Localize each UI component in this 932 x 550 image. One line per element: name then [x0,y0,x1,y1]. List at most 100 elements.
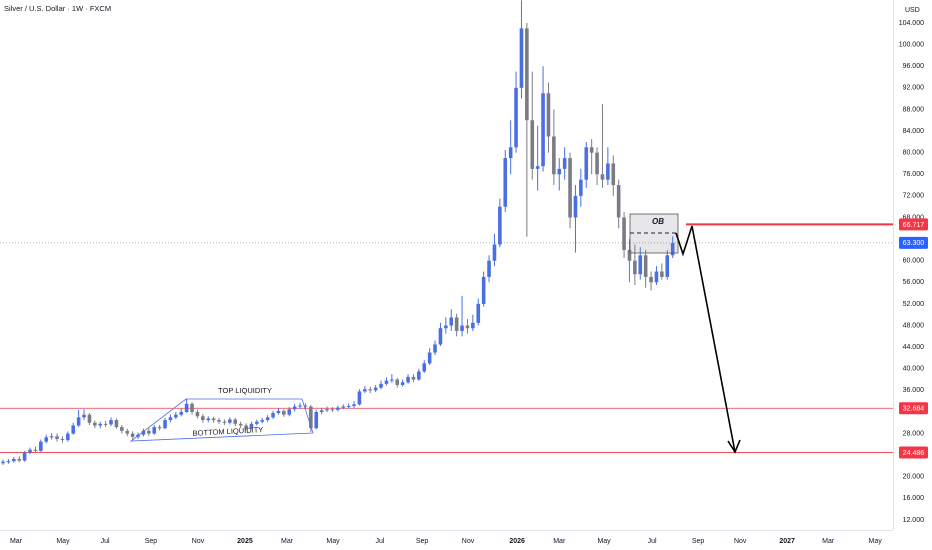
candle-body [336,407,340,410]
candle-body [174,414,178,418]
y-tick-label: 52.000 [903,301,925,308]
y-tick-label: 88.000 [903,106,925,113]
candle-body [228,419,232,423]
y-tick-label: 40.000 [903,366,925,373]
candle-body [411,376,416,380]
candle-body [395,379,400,385]
arrow-head [727,439,741,454]
price-label: 24.486 [903,450,925,457]
candle-body [546,93,551,137]
y-tick-label: 16.000 [903,495,925,502]
annotation: BOTTOM LIQUIDITY [192,425,263,438]
candle-body [39,441,43,451]
candle-body [476,303,481,323]
candle-body [22,452,27,461]
candle-body [449,317,454,326]
x-tick-label: Mar [553,538,566,545]
candle-body [249,423,254,429]
candle-body [319,410,324,412]
candle-body [616,185,621,218]
candle-body [627,249,632,261]
y-tick-label: 100.000 [899,41,924,48]
candle-body [406,376,410,383]
y-tick-label: 36.000 [903,387,925,394]
candle-body [670,242,675,256]
plot-area [0,0,893,465]
candle-body [595,152,599,175]
y-tick-label: 56.000 [903,279,925,286]
candle-body [460,325,464,331]
x-tick-label: May [869,538,883,545]
candle-body [201,416,205,421]
candle-body [535,166,540,169]
x-tick-label: May [326,538,340,545]
candle-body [120,427,124,431]
candle-body [12,458,16,462]
y-tick-label: 92.000 [903,85,925,92]
chart-title: Silver / U.S. Dollar · 1W · FXCM [4,4,111,13]
candle-body [368,389,373,391]
candle-body [163,420,167,429]
candle-body [579,179,583,196]
candle-body [103,423,108,425]
candle-body [417,371,421,380]
candle-body [303,405,308,407]
candle-body [487,260,491,277]
candle-body [660,271,664,277]
y-tick-label: 104.000 [899,20,924,27]
candle-body [379,383,383,388]
y-tick-label: 28.000 [903,430,925,437]
candle-body [66,433,70,441]
candle-body [157,427,162,429]
candle-body [400,382,405,385]
candle-body [238,423,243,426]
candle-body [444,325,448,329]
candle-body [357,391,362,405]
candle-body [622,217,626,250]
x-tick-label: Jul [648,538,657,545]
candle-body [665,255,670,277]
candle-body [125,430,130,434]
x-tick-label: May [56,538,70,545]
y-tick-label: 20.000 [903,474,925,481]
candle-body [562,158,567,169]
candle-body [265,417,270,421]
candle-body [76,417,81,426]
candle-body [55,436,59,439]
y-tick-label: 76.000 [903,171,925,178]
liquidity-channel [129,398,314,442]
candle-body [341,406,346,408]
candle-body [260,420,265,422]
x-tick-label: 2027 [779,538,795,545]
candle-body [454,317,459,331]
y-tick-label: 80.000 [903,150,925,157]
candle-body [633,260,637,275]
candle-body [465,325,470,329]
candle-body [492,244,497,261]
price-label: 63.300 [903,240,925,247]
candle-body [114,420,119,428]
candle-body [71,425,76,434]
candle-body [384,380,389,384]
candle-body [498,206,502,245]
candle-body [309,406,313,429]
candle-body [481,276,486,304]
price-label-box [899,402,928,415]
candle-body [654,271,659,283]
candle-body [195,411,200,417]
candle-body [82,414,86,418]
candle-body [271,413,275,418]
candle-body [87,414,92,423]
candle-body [28,449,32,453]
candle-body [298,405,302,407]
candle-body [211,418,216,421]
candle-body [557,168,562,175]
candle-body [643,255,648,277]
candle-body [519,28,524,88]
candle-body [168,417,173,421]
candle-body [573,195,578,218]
candle-body [541,93,545,167]
candle-body [276,410,281,414]
candle-body [1,461,5,464]
